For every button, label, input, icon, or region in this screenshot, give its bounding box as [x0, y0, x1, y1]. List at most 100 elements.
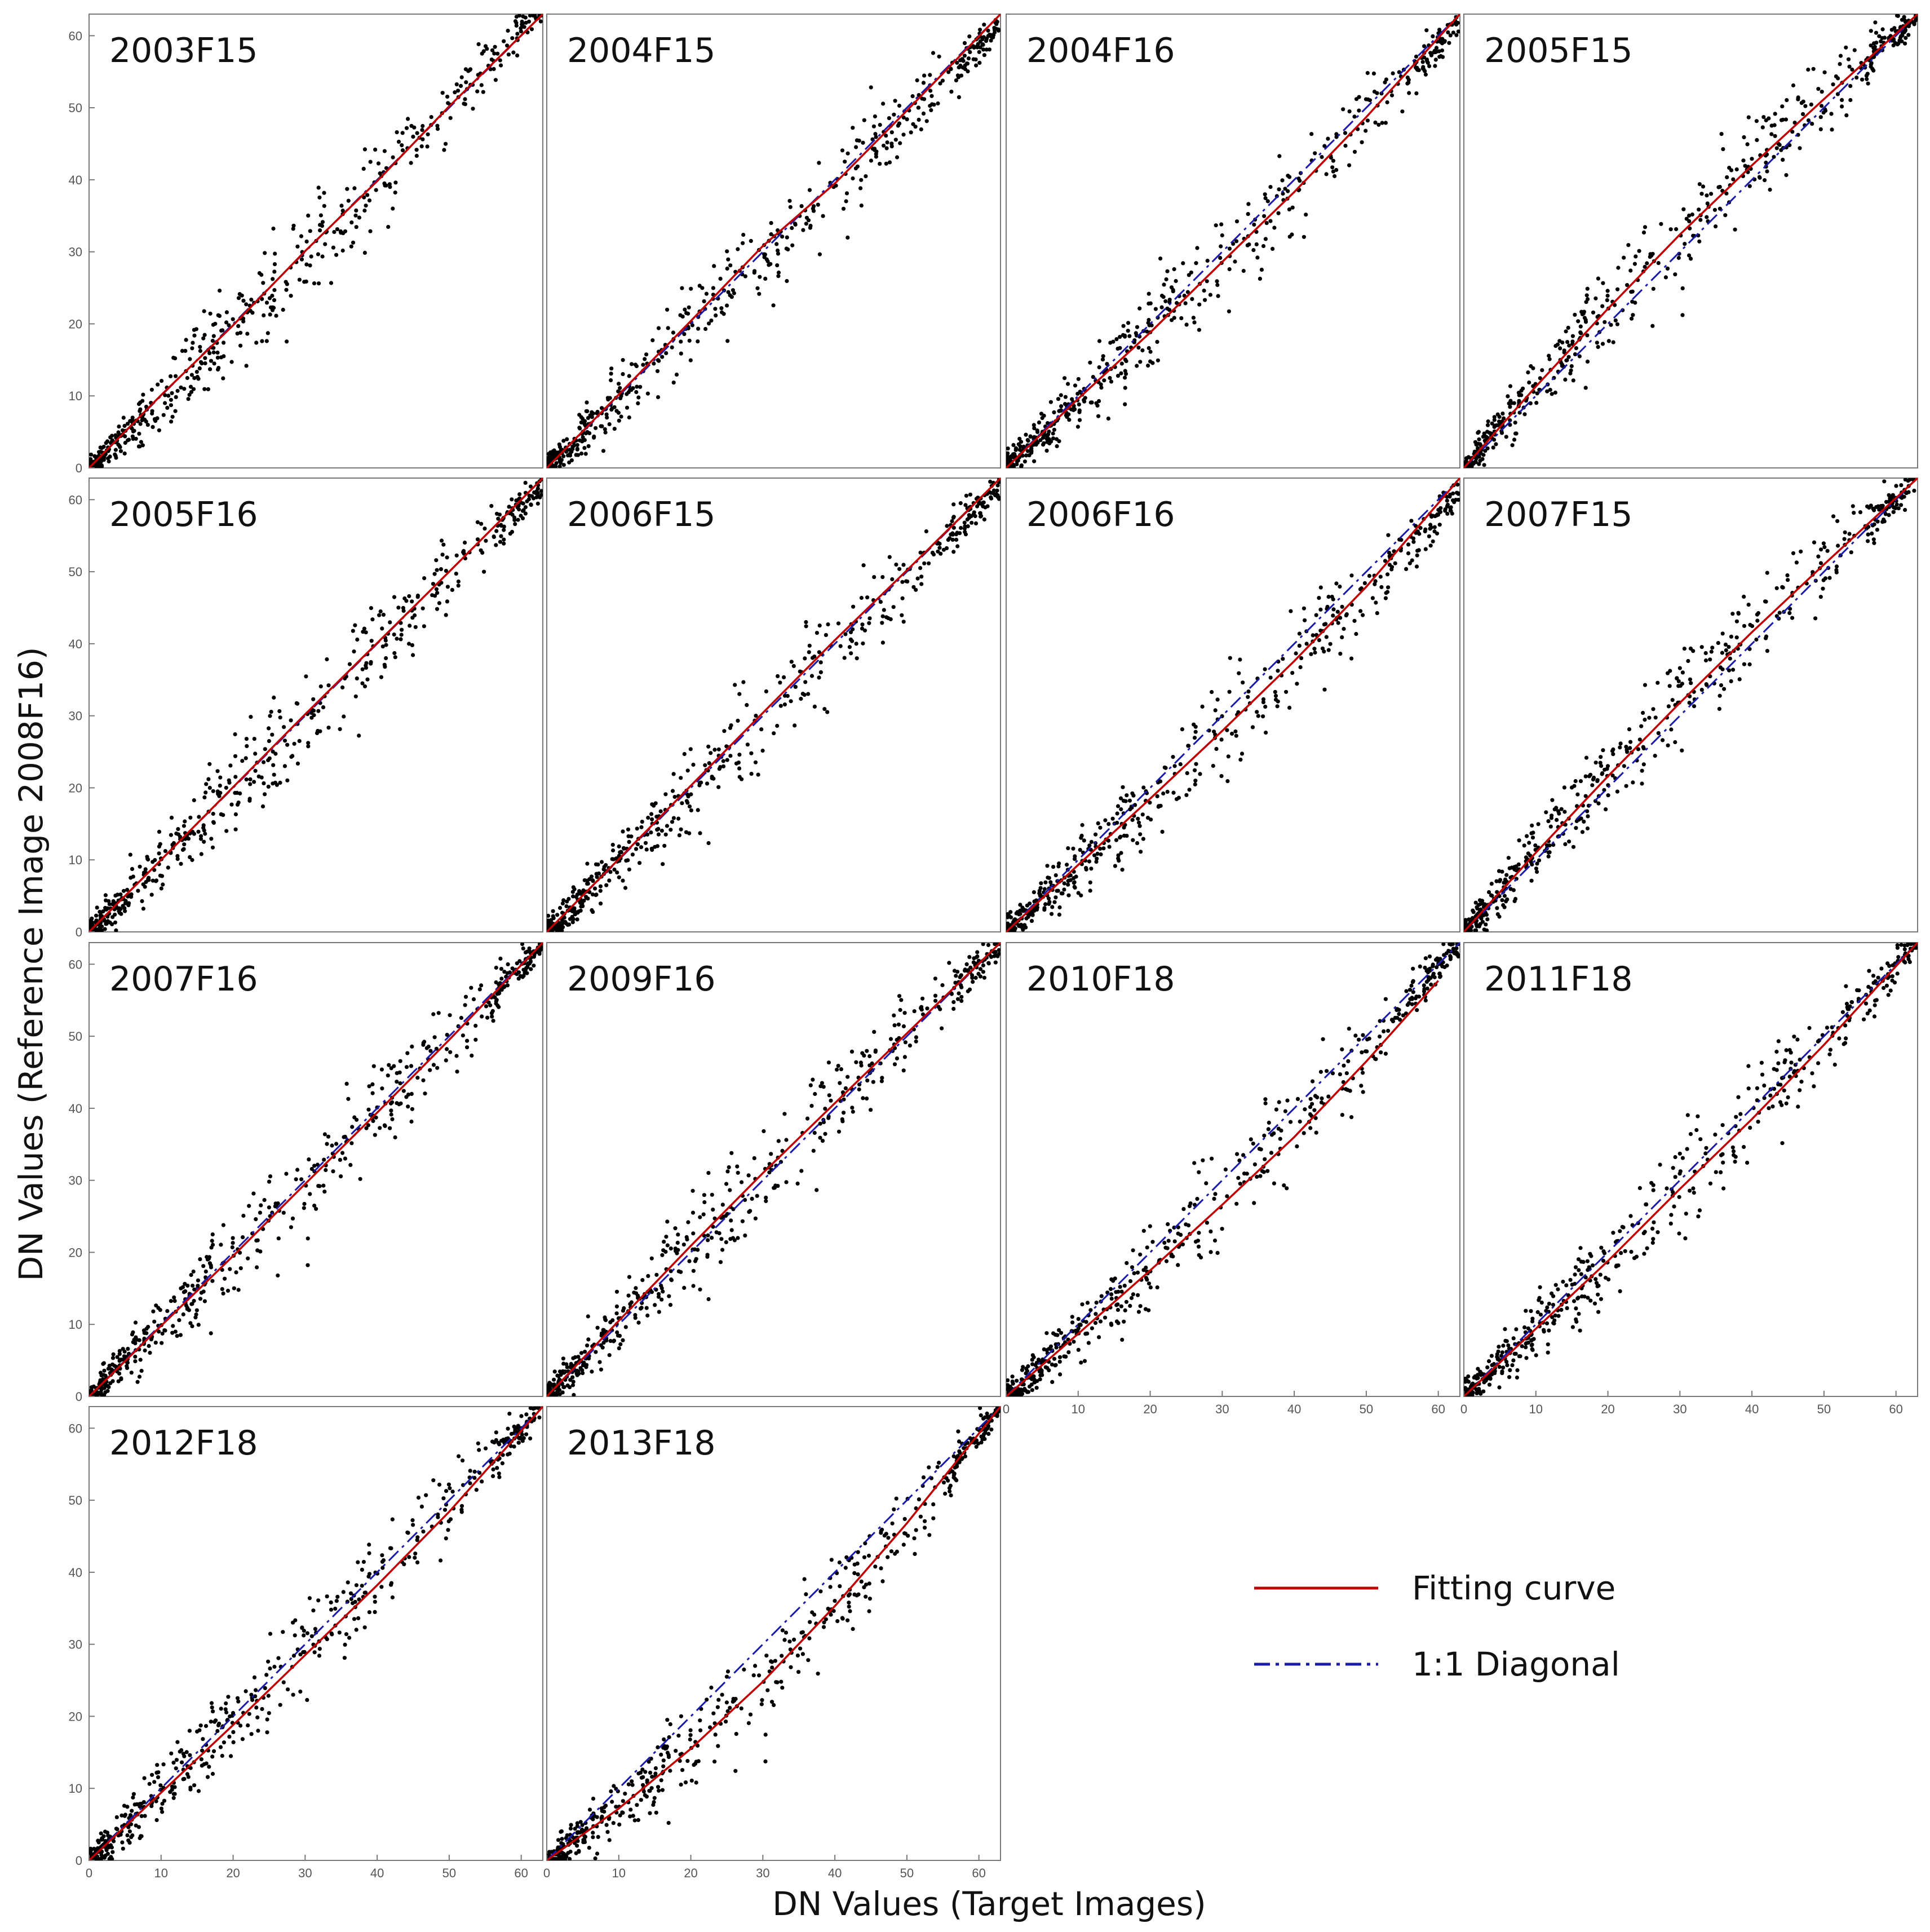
scatter-point — [635, 842, 640, 847]
scatter-point — [459, 1015, 464, 1020]
scatter-point — [1331, 613, 1335, 618]
scatter-point — [895, 155, 900, 160]
scatter-point — [1047, 900, 1052, 904]
scatter-point — [131, 1340, 135, 1345]
scatter-point — [1737, 677, 1742, 682]
scatter-point — [1895, 14, 1900, 18]
scatter-point — [216, 790, 220, 795]
scatter-point — [322, 1132, 327, 1137]
scatter-point — [609, 366, 614, 371]
scatter-point — [525, 499, 529, 503]
scatter-point — [1198, 772, 1202, 776]
scatter-point — [788, 205, 793, 209]
scatter-point — [182, 387, 187, 391]
scatter-point — [1044, 448, 1049, 453]
scatter-point — [273, 1204, 277, 1209]
scatter-point — [725, 249, 729, 254]
scatter-point — [532, 954, 537, 959]
scatter-point — [392, 1064, 396, 1068]
panel-2004F16: 2004F16 — [1006, 14, 1460, 468]
scatter-point — [1603, 320, 1607, 324]
scatter-point — [932, 103, 936, 107]
scatter-point — [1113, 864, 1117, 868]
scatter-point — [355, 1117, 359, 1122]
scatter-point — [267, 296, 272, 300]
scatter-point — [922, 97, 927, 101]
scatter-point — [983, 505, 988, 510]
scatter-point — [1193, 768, 1197, 772]
scatter-point — [1178, 762, 1183, 767]
scatter-point — [1205, 258, 1210, 263]
scatter-point — [1785, 573, 1790, 578]
scatter-point — [1415, 553, 1419, 558]
scatter-point — [702, 1200, 707, 1205]
scatter-point — [1906, 24, 1911, 29]
scatter-point — [362, 626, 367, 631]
scatter-point — [641, 362, 645, 367]
scatter-point — [1661, 738, 1665, 742]
scatter-point — [1625, 750, 1630, 754]
scatter-point — [1811, 67, 1816, 71]
scatter-point — [238, 343, 243, 348]
scatter-point — [1586, 803, 1591, 808]
scatter-point — [1676, 679, 1681, 683]
scatter-point — [725, 339, 730, 343]
scatter-point — [190, 1302, 194, 1306]
scatter-point — [1772, 123, 1777, 127]
scatter-point — [1687, 213, 1692, 218]
scatter-point — [1850, 67, 1854, 72]
scatter-point — [1073, 885, 1077, 890]
scatter-point — [1517, 838, 1521, 843]
scatter-point — [1042, 887, 1047, 891]
scatter-point — [1774, 146, 1779, 151]
scatter-point — [215, 769, 220, 773]
scatter-point — [1101, 846, 1106, 851]
scatter-point — [163, 401, 167, 405]
scatter-point — [1843, 530, 1847, 534]
scatter-point — [1216, 294, 1220, 298]
scatter-point — [150, 860, 155, 864]
scatter-point — [1156, 358, 1160, 362]
y-tick-label: 0 — [76, 1390, 82, 1404]
scatter-point — [1846, 57, 1851, 61]
scatter-point — [928, 89, 933, 93]
scatter-point — [340, 248, 345, 253]
scatter-point — [1599, 764, 1604, 768]
scatter-point — [312, 713, 316, 718]
scatter-point — [309, 715, 314, 720]
scatter-point — [684, 799, 689, 803]
scatter-point — [551, 449, 555, 453]
scatter-point — [444, 613, 448, 617]
scatter-point — [818, 660, 823, 665]
scatter-point — [1042, 908, 1047, 912]
scatter-point — [811, 1077, 815, 1082]
scatter-point — [1767, 116, 1771, 121]
scatter-point — [535, 501, 540, 506]
scatter-point — [304, 239, 309, 244]
panel-2006F16: 2006F16 — [1006, 478, 1460, 932]
scatter-point — [1417, 532, 1422, 536]
scatter-point — [122, 423, 127, 428]
scatter-point — [1724, 191, 1729, 196]
scatter-point — [720, 310, 724, 315]
plot-area — [547, 14, 1001, 468]
scatter-point — [101, 456, 106, 460]
scatter-point — [1126, 329, 1130, 333]
scatter-point — [1454, 33, 1459, 37]
scatter-point — [219, 1243, 223, 1247]
scatter-point — [1763, 599, 1768, 604]
scatter-point — [1865, 504, 1870, 509]
scatter-point — [465, 1045, 470, 1050]
scatter-point — [1768, 187, 1772, 192]
scatter-point — [1546, 854, 1551, 859]
scatter-point — [98, 925, 102, 930]
scatter-point — [189, 373, 194, 377]
scatter-point — [1067, 418, 1072, 422]
scatter-point — [137, 1374, 142, 1379]
scatter-point — [1227, 246, 1232, 251]
scatter-point — [957, 95, 961, 99]
scatter-point — [1415, 68, 1420, 72]
scatter-point — [1322, 687, 1327, 692]
scatter-point — [626, 827, 631, 832]
scatter-point — [967, 34, 972, 39]
